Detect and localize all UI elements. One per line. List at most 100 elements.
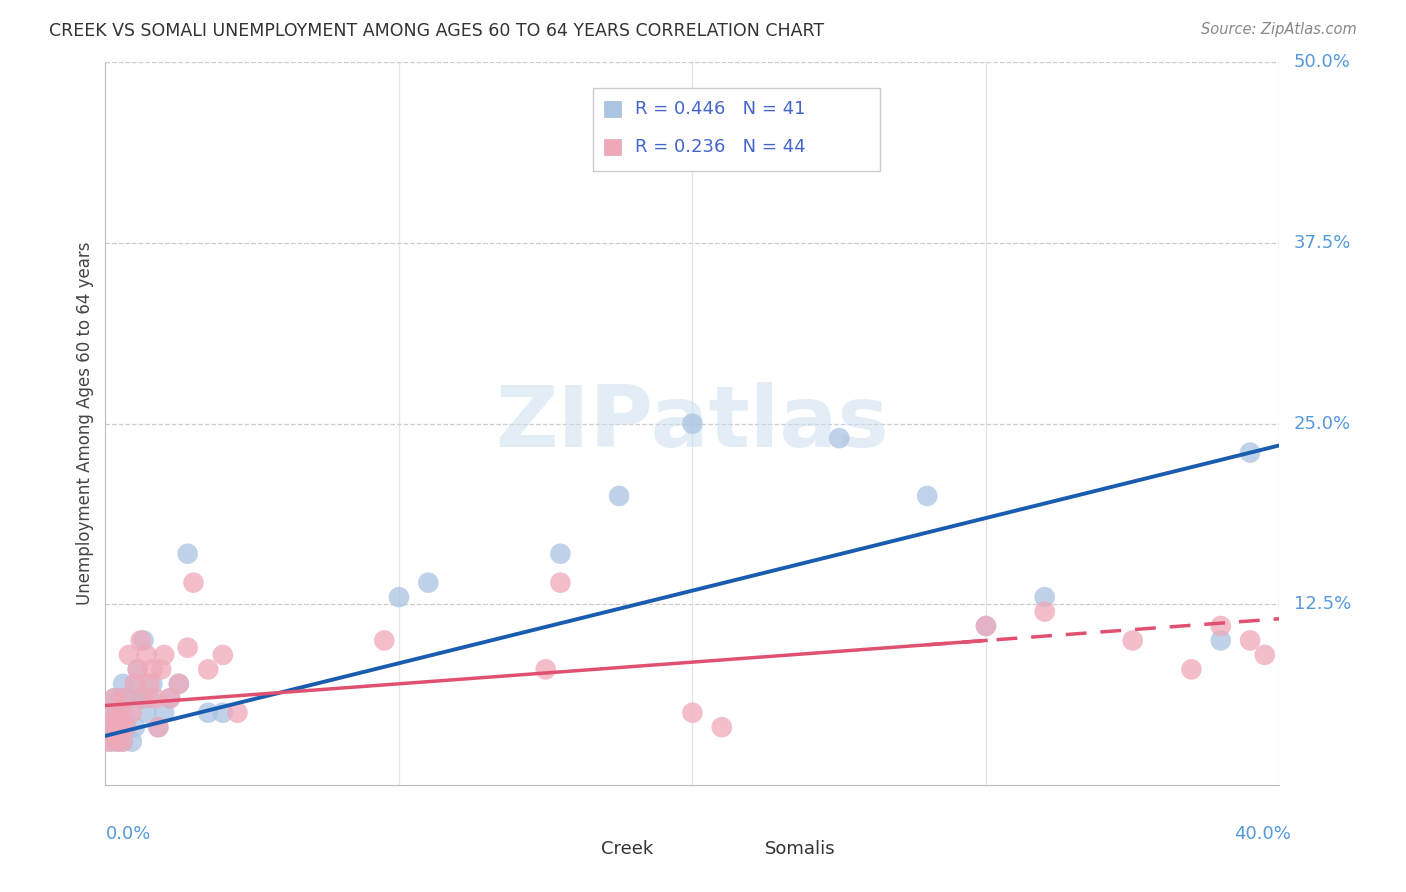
Point <box>124 677 146 691</box>
Text: Somalis: Somalis <box>765 839 837 857</box>
Point <box>115 706 138 720</box>
Point <box>550 575 572 590</box>
Text: 50.0%: 50.0% <box>1294 54 1350 71</box>
Text: R = 0.236   N = 44: R = 0.236 N = 44 <box>636 138 806 156</box>
Point <box>103 691 125 706</box>
Point <box>388 590 411 604</box>
Point <box>108 720 131 734</box>
Point <box>167 677 190 691</box>
Point <box>112 734 135 748</box>
Point <box>129 691 152 706</box>
FancyBboxPatch shape <box>551 838 596 859</box>
Point <box>974 619 997 633</box>
Point <box>127 662 149 676</box>
Y-axis label: Unemployment Among Ages 60 to 64 years: Unemployment Among Ages 60 to 64 years <box>76 242 94 606</box>
Point <box>112 677 135 691</box>
Point <box>97 734 120 748</box>
Point <box>108 691 131 706</box>
Point <box>418 575 440 590</box>
Point <box>153 706 176 720</box>
Point <box>1254 648 1277 662</box>
Point <box>917 489 939 503</box>
Point <box>121 734 143 748</box>
Point <box>550 547 572 561</box>
Point <box>1033 605 1056 619</box>
Point <box>108 706 131 720</box>
Point <box>115 720 138 734</box>
Text: 40.0%: 40.0% <box>1234 825 1291 843</box>
Point <box>176 547 198 561</box>
Point <box>105 734 128 748</box>
Point <box>103 691 125 706</box>
Point <box>197 662 219 676</box>
Point <box>118 648 141 662</box>
Point <box>138 677 160 691</box>
Point <box>127 662 149 676</box>
Point <box>1239 633 1261 648</box>
Point <box>112 691 135 706</box>
Point <box>103 727 125 741</box>
Point <box>105 734 128 748</box>
FancyBboxPatch shape <box>605 102 621 118</box>
Point <box>141 677 163 691</box>
Point <box>211 706 233 720</box>
FancyBboxPatch shape <box>605 139 621 155</box>
Point <box>129 633 152 648</box>
Point <box>682 417 704 431</box>
Point <box>153 648 176 662</box>
Point <box>373 633 395 648</box>
Point <box>105 713 128 727</box>
Point <box>183 575 205 590</box>
Point <box>108 720 131 734</box>
Point <box>103 720 125 734</box>
Point <box>607 489 630 503</box>
Point <box>1239 445 1261 459</box>
Text: Creek: Creek <box>600 839 654 857</box>
Text: CREEK VS SOMALI UNEMPLOYMENT AMONG AGES 60 TO 64 YEARS CORRELATION CHART: CREEK VS SOMALI UNEMPLOYMENT AMONG AGES … <box>49 22 824 40</box>
Text: 37.5%: 37.5% <box>1294 234 1351 252</box>
Point <box>150 662 173 676</box>
Text: 0.0%: 0.0% <box>105 825 150 843</box>
Point <box>124 720 146 734</box>
Point <box>148 720 170 734</box>
Point <box>148 720 170 734</box>
Text: 25.0%: 25.0% <box>1294 415 1351 433</box>
Point <box>100 706 122 720</box>
Point <box>132 691 155 706</box>
Point <box>118 691 141 706</box>
Point <box>1180 662 1202 676</box>
Point <box>1122 633 1144 648</box>
Point <box>135 706 157 720</box>
Point <box>135 648 157 662</box>
Point <box>974 619 997 633</box>
Point <box>226 706 249 720</box>
Point <box>138 691 160 706</box>
Point <box>828 431 851 445</box>
Text: R = 0.446   N = 41: R = 0.446 N = 41 <box>636 101 806 119</box>
Point <box>97 720 120 734</box>
Text: Source: ZipAtlas.com: Source: ZipAtlas.com <box>1201 22 1357 37</box>
Point <box>1209 633 1232 648</box>
Point <box>115 720 138 734</box>
Point <box>1209 619 1232 633</box>
Point <box>167 677 190 691</box>
Point <box>159 691 181 706</box>
Point <box>141 662 163 676</box>
Point <box>105 706 128 720</box>
Point <box>100 734 122 748</box>
Point <box>143 691 166 706</box>
Point <box>121 706 143 720</box>
Point <box>112 734 135 748</box>
Point <box>159 691 181 706</box>
Point <box>1033 590 1056 604</box>
Text: ZIPatlas: ZIPatlas <box>495 382 890 466</box>
Text: 12.5%: 12.5% <box>1294 595 1351 614</box>
Point <box>682 706 704 720</box>
FancyBboxPatch shape <box>716 838 761 859</box>
Point <box>534 662 557 676</box>
Point <box>710 720 733 734</box>
Point <box>100 706 122 720</box>
FancyBboxPatch shape <box>593 87 880 171</box>
Point <box>100 720 122 734</box>
Point <box>132 633 155 648</box>
